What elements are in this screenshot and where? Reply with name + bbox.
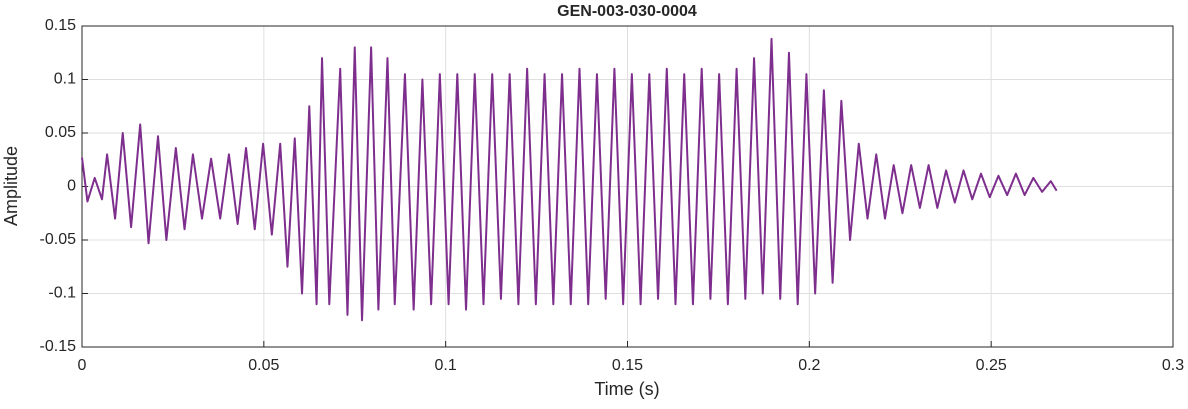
chart-title: GEN-003-030-0004: [557, 3, 697, 20]
waveform-line: [81, 37, 1058, 322]
y-tick-label: -0.05: [40, 231, 77, 248]
y-tick-label: 0: [67, 178, 76, 195]
y-tick-label: 0.05: [45, 124, 76, 141]
x-tick-label: 0.1: [435, 357, 457, 374]
y-tick-label: -0.15: [40, 338, 77, 355]
x-axis-label: Time (s): [594, 379, 659, 399]
y-tick-label: 0.1: [54, 71, 76, 88]
y-tick-label: -0.1: [48, 285, 76, 302]
y-tick-label: 0.15: [45, 17, 76, 34]
x-tick-label: 0.25: [976, 357, 1007, 374]
x-tick-label: 0.15: [612, 357, 643, 374]
y-axis-label: Amplitude: [1, 146, 21, 226]
x-tick-label: 0.05: [248, 357, 279, 374]
x-tick-label: 0.3: [1162, 357, 1184, 374]
x-tick-label: 0.2: [798, 357, 820, 374]
axes-box: [81, 25, 1174, 348]
x-tick-label: 0: [78, 357, 87, 374]
